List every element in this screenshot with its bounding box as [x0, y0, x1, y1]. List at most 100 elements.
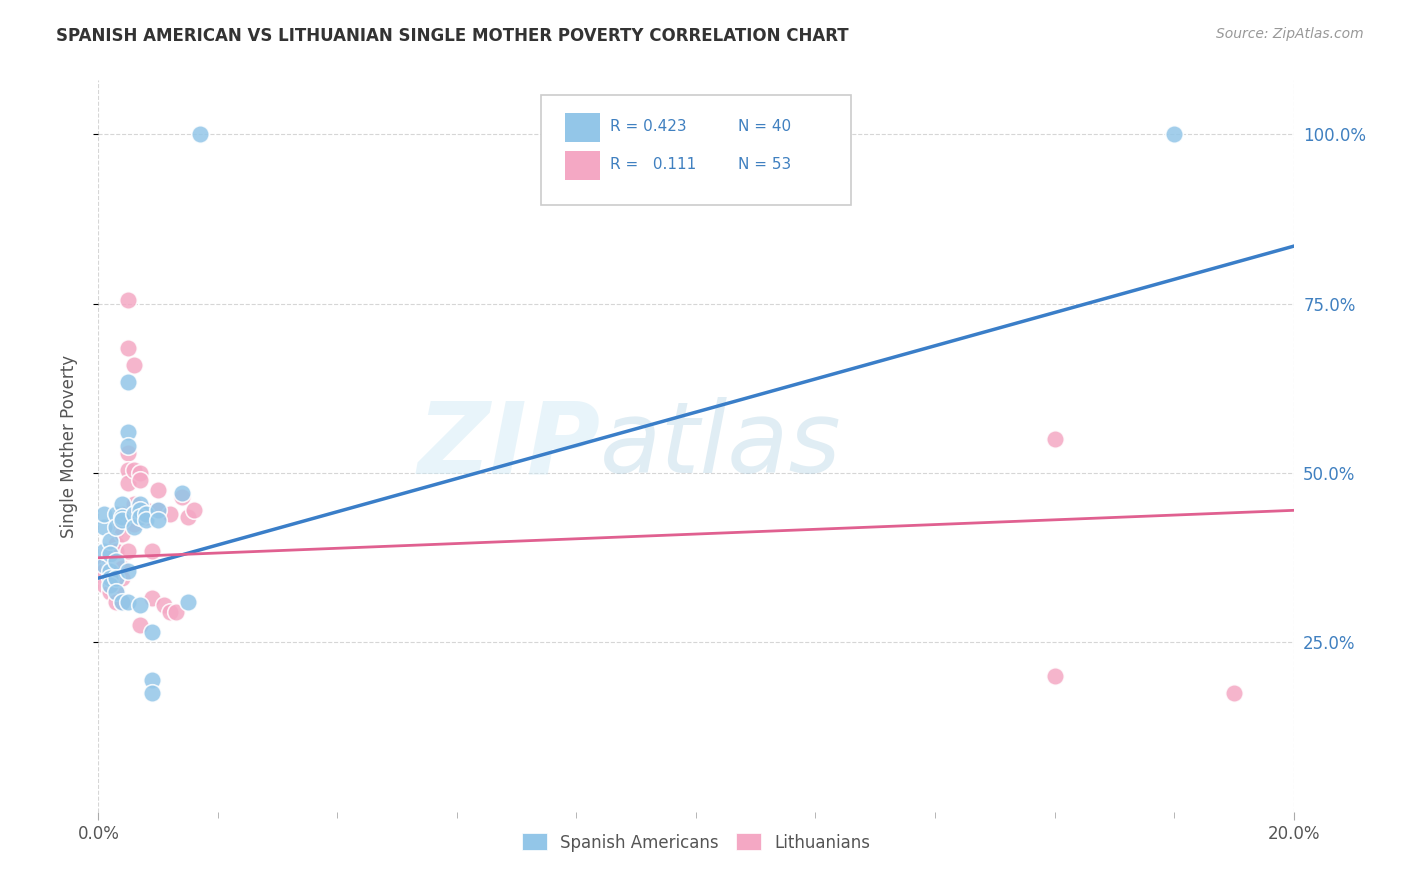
Point	[148, 483, 170, 497]
Point	[93, 564, 115, 578]
Point	[141, 591, 163, 606]
Point	[141, 544, 163, 558]
Point	[98, 584, 122, 599]
Point	[177, 595, 200, 609]
Point	[165, 605, 187, 619]
Point	[117, 375, 139, 389]
Text: SPANISH AMERICAN VS LITHUANIAN SINGLE MOTHER POVERTY CORRELATION CHART: SPANISH AMERICAN VS LITHUANIAN SINGLE MO…	[56, 27, 849, 45]
Point	[129, 466, 152, 480]
Point	[117, 544, 139, 558]
Point	[124, 507, 146, 521]
Point	[117, 476, 139, 491]
Point	[141, 673, 163, 687]
Point	[172, 490, 194, 504]
Point	[117, 425, 139, 440]
Point	[93, 558, 115, 572]
Point	[105, 561, 128, 575]
Point	[111, 561, 134, 575]
Point	[135, 510, 157, 524]
Point	[124, 520, 146, 534]
Point	[124, 507, 146, 521]
Point	[111, 527, 134, 541]
Text: N = 53: N = 53	[738, 157, 792, 172]
Point	[153, 598, 176, 612]
Point	[117, 439, 139, 453]
Point	[117, 446, 139, 460]
Point	[172, 486, 194, 500]
Point	[105, 544, 128, 558]
Point	[117, 463, 139, 477]
Point	[111, 510, 134, 524]
Point	[98, 564, 122, 578]
FancyBboxPatch shape	[565, 113, 600, 143]
Point	[117, 293, 139, 308]
Point	[98, 571, 122, 585]
Point	[93, 520, 115, 534]
Text: atlas: atlas	[600, 398, 842, 494]
Point	[105, 595, 128, 609]
Point	[159, 507, 181, 521]
Point	[177, 510, 200, 524]
Point	[98, 578, 122, 592]
Point	[1043, 432, 1066, 446]
Legend: Spanish Americans, Lithuanians: Spanish Americans, Lithuanians	[516, 827, 876, 858]
Point	[124, 358, 146, 372]
Point	[111, 514, 134, 528]
Point	[129, 497, 152, 511]
Point	[135, 503, 157, 517]
Point	[148, 503, 170, 517]
Point	[93, 544, 115, 558]
Point	[124, 463, 146, 477]
Point	[105, 537, 128, 551]
Point	[98, 533, 122, 548]
Point	[135, 514, 157, 528]
Y-axis label: Single Mother Poverty: Single Mother Poverty	[59, 354, 77, 538]
Point	[98, 547, 122, 561]
Point	[1223, 686, 1246, 700]
Point	[93, 558, 115, 572]
Point	[98, 561, 122, 575]
Point	[93, 507, 115, 521]
Point	[135, 507, 157, 521]
Point	[129, 510, 152, 524]
Point	[105, 507, 128, 521]
Point	[129, 507, 152, 521]
Point	[117, 514, 139, 528]
Point	[1043, 669, 1066, 683]
Point	[98, 547, 122, 561]
Point	[129, 598, 152, 612]
FancyBboxPatch shape	[565, 152, 600, 180]
Point	[111, 497, 134, 511]
Point	[129, 473, 152, 487]
Point	[111, 571, 134, 585]
Text: Source: ZipAtlas.com: Source: ZipAtlas.com	[1216, 27, 1364, 41]
Point	[98, 554, 122, 568]
Point	[105, 524, 128, 538]
Point	[1163, 128, 1185, 142]
Text: N = 40: N = 40	[738, 119, 792, 134]
Point	[105, 571, 128, 585]
Point	[183, 503, 205, 517]
Point	[141, 686, 163, 700]
Text: R =   0.111: R = 0.111	[610, 157, 696, 172]
Point	[105, 581, 128, 595]
Point	[124, 497, 146, 511]
Point	[111, 595, 134, 609]
Point	[105, 584, 128, 599]
Point	[117, 564, 139, 578]
Point	[111, 507, 134, 521]
Point	[117, 595, 139, 609]
FancyBboxPatch shape	[541, 95, 852, 204]
Point	[124, 516, 146, 531]
Point	[148, 514, 170, 528]
Point	[98, 567, 122, 582]
Point	[148, 503, 170, 517]
Point	[141, 625, 163, 640]
Point	[98, 581, 122, 595]
Text: ZIP: ZIP	[418, 398, 600, 494]
Point	[188, 128, 211, 142]
Point	[93, 578, 115, 592]
Point	[105, 571, 128, 585]
Point	[105, 554, 128, 568]
Point	[105, 520, 128, 534]
